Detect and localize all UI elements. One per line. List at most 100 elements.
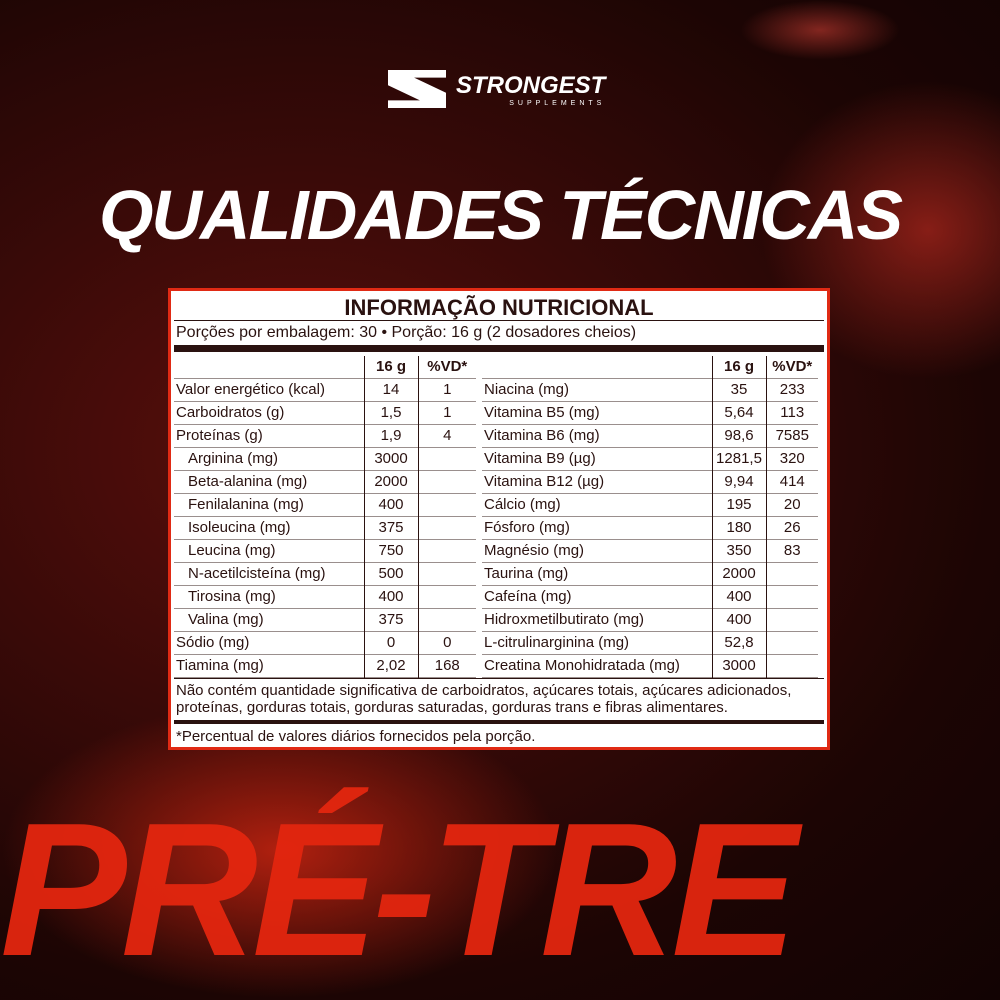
nutrient-name: Valor energético (kcal) xyxy=(176,381,325,398)
vd-cell xyxy=(417,470,476,494)
table-row: Beta-alanina (mg) 2000 xyxy=(174,470,476,494)
nutrient-name: Carboidratos (g) xyxy=(176,404,285,421)
vd-cell: 1 xyxy=(417,378,476,402)
table-row: Hidroxmetilbutirato (mg) 400 xyxy=(482,608,818,632)
table-row: Fósforo (mg) 180 26 xyxy=(482,516,818,540)
vd-cell: 320 xyxy=(765,447,818,471)
amount-cell: 2000 xyxy=(711,562,766,586)
amount-cell: 375 xyxy=(363,608,418,632)
table-row: Vitamina B9 (µg) 1281,5 320 xyxy=(482,447,818,471)
page-title: QUALIDADES TÉCNICAS xyxy=(98,176,903,254)
amount-cell: 350 xyxy=(711,539,766,563)
vd-cell xyxy=(765,562,818,586)
nutrient-name: Arginina (mg) xyxy=(188,450,279,467)
nutrient-name: Niacina (mg) xyxy=(484,381,570,398)
table-row: Sódio (mg) 0 0 xyxy=(174,631,476,655)
table-row: Creatina Monohidratada (mg) 3000 xyxy=(482,654,818,678)
amount-cell: 2000 xyxy=(363,470,418,494)
table-row: Fenilalanina (mg) 400 xyxy=(174,493,476,517)
nutrient-name: Fósforo (mg) xyxy=(484,519,570,536)
vd-cell: 113 xyxy=(765,401,818,425)
table-row: Valor energético (kcal) 14 1 xyxy=(174,378,476,402)
amount-cell: 400 xyxy=(363,493,418,517)
table-row: Cálcio (mg) 195 20 xyxy=(482,493,818,517)
nutrient-name: Taurina (mg) xyxy=(484,565,569,582)
amount-cell: 9,94 xyxy=(711,470,766,494)
amount-cell: 375 xyxy=(363,516,418,540)
table-row: Tiamina (mg) 2,02 168 xyxy=(174,654,476,678)
amount-cell: 1281,5 xyxy=(711,447,766,471)
table-row: Vitamina B6 (mg) 98,6 7585 xyxy=(482,424,818,448)
nutrient-name: Sódio (mg) xyxy=(176,634,250,651)
vd-cell: 0 xyxy=(417,631,476,655)
amount-cell: 5,64 xyxy=(711,401,766,425)
amount-cell: 500 xyxy=(363,562,418,586)
table-row: N-acetilcisteína (mg) 500 xyxy=(174,562,476,586)
nutrient-name: N-acetilcisteína (mg) xyxy=(188,565,326,582)
amount-cell: 0 xyxy=(363,631,418,655)
amount-cell: 35 xyxy=(711,378,766,402)
background-product-text: PRÉ-TRE xyxy=(0,784,798,996)
vd-cell xyxy=(417,585,476,609)
background-glow xyxy=(740,0,900,60)
brand-logo: STRONGEST SUPPLEMENTS xyxy=(388,70,605,108)
nutrition-footnote: *Percentual de valores diários fornecido… xyxy=(176,728,536,745)
nutrient-name: Cálcio (mg) xyxy=(484,496,561,513)
nutrient-name: Beta-alanina (mg) xyxy=(188,473,308,490)
nutrient-name xyxy=(482,356,712,379)
nutrient-name: Vitamina B12 (µg) xyxy=(484,473,605,490)
vd-cell xyxy=(765,631,818,655)
amount-cell: 180 xyxy=(711,516,766,540)
vd-cell xyxy=(765,654,818,678)
vd-cell: 20 xyxy=(765,493,818,517)
nutrient-name: L-citrulinarginina (mg) xyxy=(484,634,630,651)
amount-cell: 1,9 xyxy=(363,424,418,448)
vd-cell xyxy=(417,539,476,563)
nutrient-name: Cafeína (mg) xyxy=(484,588,572,605)
nutrient-name: Hidroxmetilbutirato (mg) xyxy=(484,611,645,628)
nutrient-name: Leucina (mg) xyxy=(188,542,276,559)
vd-cell: %VD* xyxy=(417,356,476,379)
nutrient-name: Tirosina (mg) xyxy=(188,588,276,605)
table-row: Tirosina (mg) 400 xyxy=(174,585,476,609)
vd-cell: 7585 xyxy=(765,424,818,448)
vd-cell: %VD* xyxy=(765,356,818,379)
nutrient-name: Vitamina B5 (mg) xyxy=(484,404,600,421)
vd-cell: 414 xyxy=(765,470,818,494)
amount-cell: 195 xyxy=(711,493,766,517)
vd-cell xyxy=(417,447,476,471)
table-row: Carboidratos (g) 1,5 1 xyxy=(174,401,476,425)
table-row: Vitamina B5 (mg) 5,64 113 xyxy=(482,401,818,425)
vd-cell xyxy=(417,516,476,540)
amount-cell: 98,6 xyxy=(711,424,766,448)
amount-cell: 1,5 xyxy=(363,401,418,425)
amount-cell: 750 xyxy=(363,539,418,563)
brand-name: STRONGEST xyxy=(456,71,606,99)
table-header-row: 16 g %VD* xyxy=(174,356,476,379)
nutrition-note: Não contém quantidade significativa de c… xyxy=(174,678,824,724)
vd-cell xyxy=(417,493,476,517)
vd-cell xyxy=(765,585,818,609)
amount-cell: 2,02 xyxy=(363,654,418,678)
nutrition-table-left: 16 g %VD* Valor energético (kcal) 14 1 Carboi… xyxy=(174,356,476,678)
vd-cell xyxy=(765,608,818,632)
vd-cell xyxy=(417,608,476,632)
table-row: Arginina (mg) 3000 xyxy=(174,447,476,471)
vd-cell: 1 xyxy=(417,401,476,425)
amount-cell: 16 g xyxy=(363,356,418,379)
amount-cell: 400 xyxy=(363,585,418,609)
table-row: Magnésio (mg) 350 83 xyxy=(482,539,818,563)
background-glow xyxy=(0,700,560,1000)
nutrient-name: Vitamina B9 (µg) xyxy=(484,450,596,467)
table-row: Valina (mg) 375 xyxy=(174,608,476,632)
nutrition-table-right: 16 g %VD* Niacina (mg) 35 233 Vitamina B5 (mg… xyxy=(482,356,818,678)
table-header-row: 16 g %VD* xyxy=(482,356,818,379)
nutrition-title: INFORMAÇÃO NUTRICIONAL xyxy=(174,291,824,321)
amount-cell: 400 xyxy=(711,608,766,632)
nutrient-name: Magnésio (mg) xyxy=(484,542,585,559)
vd-cell: 83 xyxy=(765,539,818,563)
nutrient-name: Vitamina B6 (mg) xyxy=(484,427,600,444)
table-row: Niacina (mg) 35 233 xyxy=(482,378,818,402)
table-row: Leucina (mg) 750 xyxy=(174,539,476,563)
table-row: Cafeína (mg) 400 xyxy=(482,585,818,609)
